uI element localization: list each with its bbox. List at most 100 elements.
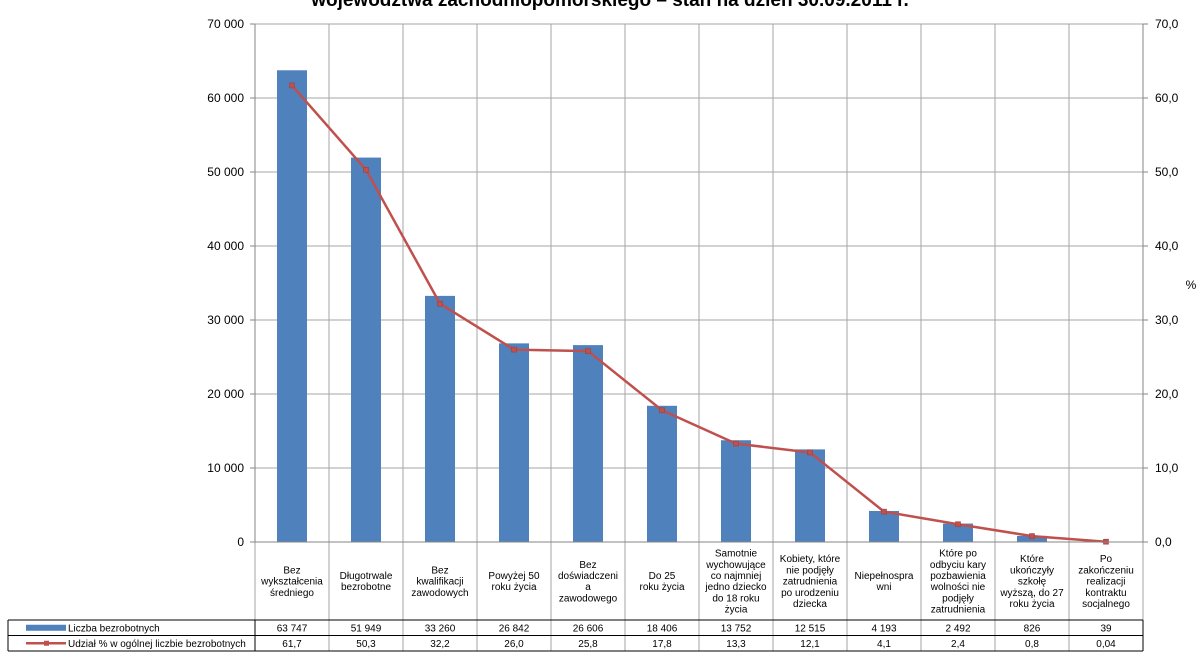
chart-title: województwa zachodniopomorskiego – stan …: [310, 0, 909, 11]
category-label: wyższą, do 27: [999, 588, 1064, 599]
y2-tick-label: 70,0: [1155, 17, 1179, 31]
category-label: Do 25: [649, 571, 676, 582]
category-label: wykształcenia: [260, 577, 323, 588]
category-label: nie podjęły: [786, 565, 834, 576]
y2-tick-label: 10,0: [1155, 461, 1179, 475]
data-label: 51 949: [351, 623, 382, 634]
category-label: po urodzeniu: [781, 588, 839, 599]
category-label: kwalifikacji: [416, 577, 463, 588]
line-marker: [363, 166, 369, 173]
category-label: wni: [875, 582, 891, 593]
category-label: socjalnego: [1082, 599, 1130, 610]
line-marker: [733, 440, 739, 447]
legend-key-bars: [26, 624, 66, 631]
line-marker: [289, 82, 295, 89]
category-label: co najmniej: [711, 571, 762, 582]
category-label: średniego: [270, 588, 314, 599]
category-label: zatrudnienia: [931, 605, 986, 616]
data-label: 2 492: [945, 623, 970, 634]
line-marker: [807, 449, 813, 456]
y2-tick-label: 50,0: [1155, 165, 1179, 179]
category-label: wychowujące: [705, 560, 766, 571]
category-label: ukończyły: [1010, 565, 1054, 576]
y-tick-label: 50 000: [207, 165, 244, 179]
category-label: szkołę: [1018, 577, 1047, 588]
data-label: 18 406: [647, 623, 678, 634]
bar: [869, 510, 899, 542]
data-label: 25,8: [578, 639, 598, 650]
category-label: bezrobotne: [341, 582, 391, 593]
data-label: 13 752: [721, 623, 752, 634]
data-label: 13,3: [726, 639, 746, 650]
data-label: 12,1: [800, 639, 820, 650]
legend-key-marker: [44, 640, 49, 646]
line-marker: [1029, 533, 1035, 539]
category-label: zatrudnienia: [783, 577, 838, 588]
data-label: 0,04: [1096, 639, 1116, 650]
y2-tick-label: 20,0: [1155, 387, 1179, 401]
line-marker: [881, 508, 887, 515]
category-label: do 18 roku: [712, 593, 759, 604]
category-label: jedno dziecko: [704, 582, 767, 593]
legend-label: Udział % w ogólnej liczbie bezrobotnych: [68, 639, 246, 650]
category-label: podjęły: [942, 593, 974, 604]
category-label: dziecka: [793, 599, 827, 610]
bar: [351, 157, 381, 542]
category-label: życia: [725, 605, 748, 616]
data-label: 33 260: [425, 623, 456, 634]
data-label: 17,8: [652, 639, 672, 650]
category-label: zakończeniu: [1078, 565, 1134, 576]
bar: [1017, 535, 1047, 542]
data-label: 4 193: [871, 623, 896, 634]
category-label: roku życia: [639, 582, 684, 593]
data-label: 39: [1100, 623, 1112, 634]
bar: [647, 405, 677, 542]
data-label: 50,3: [356, 639, 376, 650]
line-marker: [659, 407, 665, 414]
line-marker: [437, 300, 443, 307]
data-label: 63 747: [277, 623, 308, 634]
line-marker: [585, 348, 591, 354]
category-label: pozbawienia: [930, 571, 986, 582]
bar: [795, 449, 825, 542]
category-label: a: [585, 582, 591, 593]
bar: [943, 523, 973, 542]
data-label: 61,7: [282, 639, 302, 650]
y2-tick-label: 30,0: [1155, 313, 1179, 327]
category-label: zawodowego: [559, 593, 618, 604]
gridlines: [254, 23, 1144, 651]
line-series: [289, 82, 1109, 545]
line-marker: [955, 521, 961, 528]
bar: [277, 70, 307, 542]
category-label: kontraktu: [1085, 588, 1126, 599]
y-tick-label: 20 000: [207, 387, 244, 401]
category-label: realizacji: [1087, 577, 1126, 588]
data-label: 826: [1024, 623, 1041, 634]
category-label: Kobiety, które: [780, 554, 841, 565]
bar-series: [277, 70, 1121, 543]
category-label: Bez: [431, 565, 448, 576]
category-label: doświadczeni: [558, 571, 618, 582]
category-label: Po: [1100, 554, 1113, 565]
category-label: Niepełnospra: [855, 571, 914, 582]
series-line: [291, 84, 1107, 543]
y-tick-label: 70 000: [207, 17, 244, 31]
category-label: Bez: [283, 565, 300, 576]
data-label: 26 606: [573, 623, 604, 634]
y2-tick-label: 0,0: [1155, 535, 1172, 549]
category-label: Powyżej 50: [488, 571, 540, 582]
category-label: Samotnie: [715, 549, 758, 560]
data-table: Liczba bezrobotnych Udział % w ogólnej li…: [7, 619, 1144, 652]
data-label: 32,2: [430, 639, 450, 650]
bar: [499, 343, 529, 542]
line-marker: [511, 346, 517, 353]
category-label: odbyciu kary: [930, 560, 986, 571]
y-tick-label: 0: [237, 535, 244, 549]
bar: [425, 295, 455, 542]
category-label: roku życia: [1009, 599, 1054, 610]
data-label: 0,8: [1025, 639, 1039, 650]
category-label: Które: [1020, 554, 1044, 565]
y-tick-label: 60 000: [207, 91, 244, 105]
data-label: 12 515: [795, 623, 826, 634]
category-label: wolności nie: [930, 582, 986, 593]
